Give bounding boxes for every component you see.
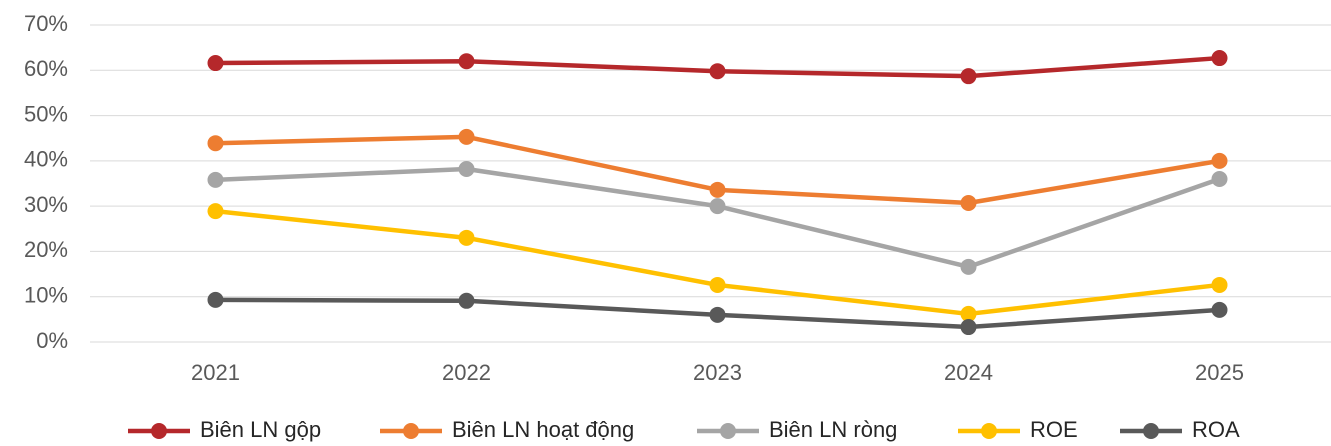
point xyxy=(458,161,475,178)
point xyxy=(458,53,475,70)
legend-marker xyxy=(403,423,419,439)
legend-label: Biên LN gộp xyxy=(200,417,321,442)
point xyxy=(1211,50,1228,67)
legend-label: ROE xyxy=(1030,417,1078,442)
legend-label: Biên LN hoạt động xyxy=(452,417,634,442)
legend-marker xyxy=(720,423,736,439)
point xyxy=(207,203,224,220)
point xyxy=(207,135,224,152)
point xyxy=(1211,152,1228,169)
y-tick-label: 40% xyxy=(24,147,68,172)
point xyxy=(960,305,977,322)
y-tick-label: 30% xyxy=(24,192,68,217)
point xyxy=(709,198,726,215)
x-tick-label: 2024 xyxy=(944,360,993,385)
point xyxy=(709,63,726,80)
legend-marker xyxy=(1143,423,1159,439)
point xyxy=(960,319,977,336)
legend-label: ROA xyxy=(1192,417,1240,442)
point xyxy=(207,291,224,308)
x-tick-label: 2022 xyxy=(442,360,491,385)
point xyxy=(1211,276,1228,293)
legend-marker xyxy=(981,423,997,439)
point xyxy=(207,171,224,188)
x-tick-label: 2023 xyxy=(693,360,742,385)
point xyxy=(960,194,977,211)
y-tick-label: 70% xyxy=(24,11,68,36)
point xyxy=(709,181,726,198)
point xyxy=(458,229,475,246)
legend-marker xyxy=(151,423,167,439)
point xyxy=(960,68,977,85)
point xyxy=(709,276,726,293)
point xyxy=(960,258,977,275)
point xyxy=(207,55,224,72)
point xyxy=(458,128,475,145)
y-tick-label: 60% xyxy=(24,56,68,81)
x-tick-label: 2021 xyxy=(191,360,240,385)
point xyxy=(709,306,726,323)
y-tick-label: 0% xyxy=(36,328,68,353)
y-tick-label: 10% xyxy=(24,283,68,308)
y-tick-label: 50% xyxy=(24,101,68,126)
x-tick-label: 2025 xyxy=(1195,360,1244,385)
point xyxy=(1211,170,1228,187)
point xyxy=(1211,301,1228,318)
y-tick-label: 20% xyxy=(24,237,68,262)
point xyxy=(458,292,475,309)
legend-label: Biên LN ròng xyxy=(769,417,897,442)
